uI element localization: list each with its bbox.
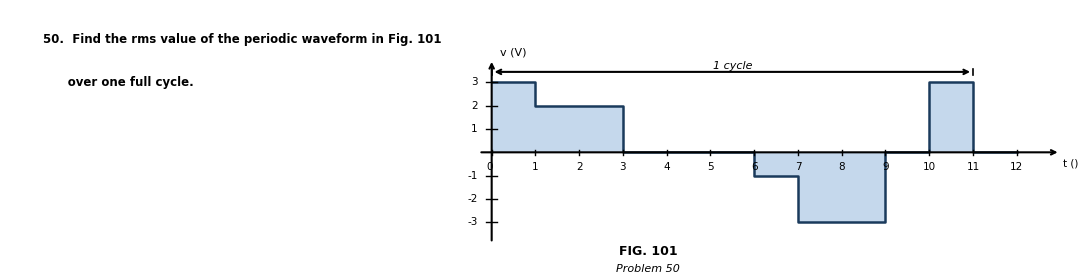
Text: 12: 12	[1010, 162, 1024, 172]
Text: t (): t ()	[1063, 158, 1078, 168]
Text: 11: 11	[967, 162, 980, 172]
Text: v (V): v (V)	[500, 48, 527, 58]
Text: Problem 50: Problem 50	[616, 264, 680, 272]
Text: 50.  Find the rms value of the periodic waveform in Fig. 101: 50. Find the rms value of the periodic w…	[43, 33, 442, 46]
Text: 2: 2	[576, 162, 582, 172]
Text: 9: 9	[882, 162, 889, 172]
Text: 6: 6	[751, 162, 757, 172]
Text: 4: 4	[663, 162, 670, 172]
Text: 2: 2	[471, 101, 477, 111]
Text: -3: -3	[468, 217, 477, 227]
Text: -1: -1	[468, 171, 477, 181]
Text: FIG. 101: FIG. 101	[619, 245, 677, 258]
Text: -2: -2	[468, 194, 477, 204]
Text: 1: 1	[532, 162, 539, 172]
Text: 1 cycle: 1 cycle	[713, 61, 752, 71]
Text: 3: 3	[471, 77, 477, 87]
Text: over one full cycle.: over one full cycle.	[43, 76, 194, 89]
Text: 1: 1	[471, 124, 477, 134]
Text: 3: 3	[620, 162, 626, 172]
Text: 7: 7	[795, 162, 801, 172]
Text: 8: 8	[838, 162, 845, 172]
Text: 0: 0	[486, 162, 492, 172]
Text: 5: 5	[707, 162, 714, 172]
Text: 10: 10	[922, 162, 935, 172]
